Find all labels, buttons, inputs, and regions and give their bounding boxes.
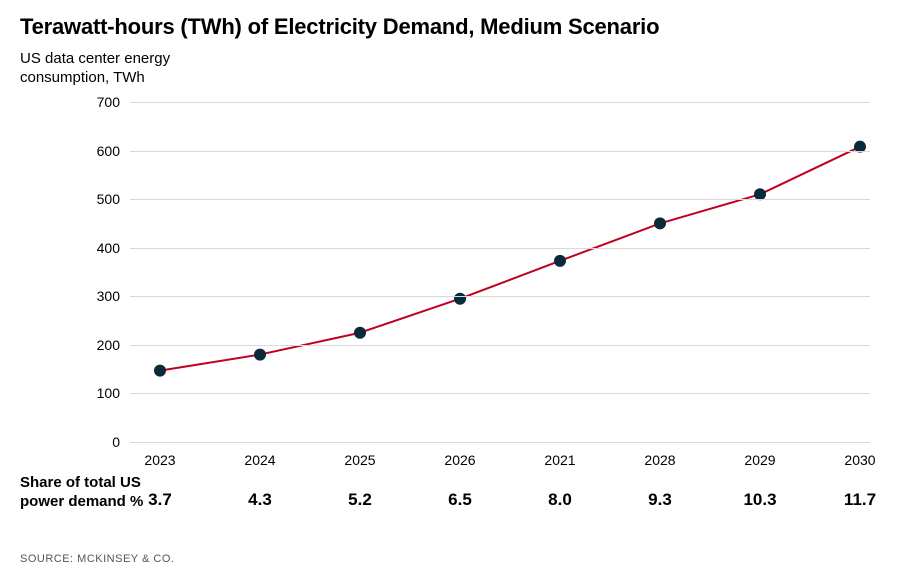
chart-marker [354,327,366,339]
share-value: 8.0 [548,490,572,510]
chart-title: Terawatt-hours (TWh) of Electricity Dema… [20,14,659,40]
chart-marker [154,365,166,377]
gridline [130,296,870,297]
gridline [130,393,870,394]
share-value: 10.3 [743,490,776,510]
y-tick-label: 200 [97,337,130,353]
chart-subtitle: US data center energy consumption, TWh [20,50,240,88]
source-text: SOURCE: MCKINSEY & CO. [20,553,174,565]
chart-marker [654,217,666,229]
share-label: Share of total US power demand % [20,474,160,512]
chart-container: Terawatt-hours (TWh) of Electricity Dema… [0,0,900,575]
gridline [130,199,870,200]
x-tick-label: 2023 [144,442,175,468]
y-tick-label: 0 [112,434,130,450]
x-tick-label: 2029 [744,442,775,468]
chart-svg [130,102,870,442]
y-tick-label: 500 [97,191,130,207]
share-value: 4.3 [248,490,272,510]
chart-plot-area: 0100200300400500600700202320242025202620… [130,102,870,442]
y-tick-label: 100 [97,385,130,401]
chart-marker [554,255,566,267]
y-tick-label: 700 [97,94,130,110]
x-tick-label: 2030 [844,442,875,468]
share-value: 3.7 [148,490,172,510]
gridline [130,345,870,346]
share-value: 9.3 [648,490,672,510]
gridline [130,102,870,103]
y-tick-label: 400 [97,240,130,256]
gridline [130,151,870,152]
share-value: 11.7 [844,490,876,510]
gridline [130,248,870,249]
x-tick-label: 2021 [544,442,575,468]
x-tick-label: 2024 [244,442,275,468]
chart-marker [254,349,266,361]
chart-marker [454,293,466,305]
share-value: 6.5 [448,490,472,510]
chart-line [160,147,860,371]
share-value: 5.2 [348,490,372,510]
x-tick-label: 2026 [444,442,475,468]
y-tick-label: 600 [97,143,130,159]
y-tick-label: 300 [97,288,130,304]
x-tick-label: 2028 [644,442,675,468]
x-tick-label: 2025 [344,442,375,468]
